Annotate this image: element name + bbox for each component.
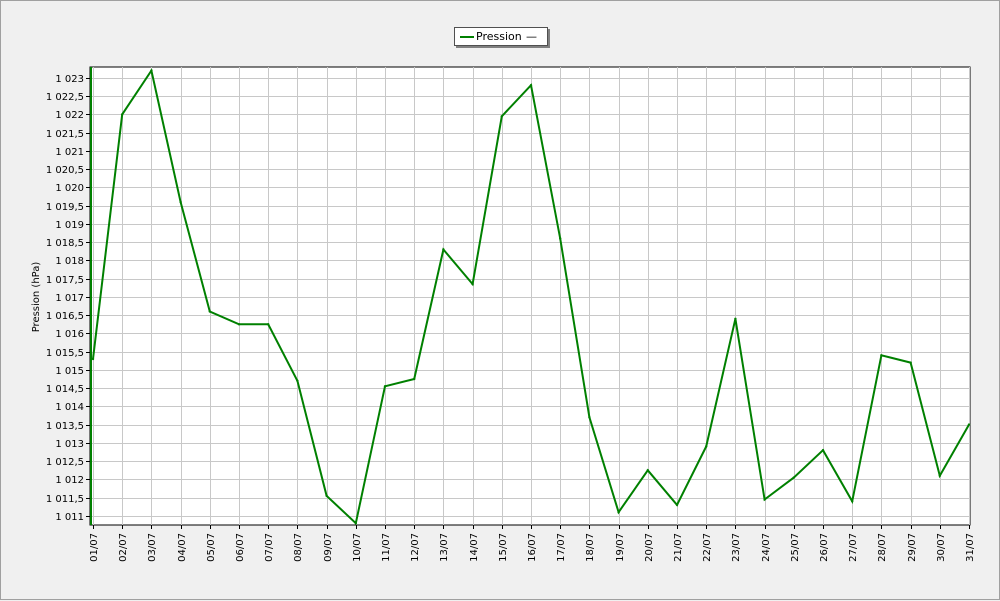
data-point [208, 310, 211, 313]
x-tick-label: 05/07 [206, 533, 217, 562]
x-tick-label: 10/07 [352, 533, 363, 562]
x-tick-label: 17/07 [556, 533, 567, 562]
y-tick-label: 1 012 [55, 475, 84, 486]
y-tick-label: 1 017,5 [46, 275, 84, 286]
data-point [909, 361, 912, 364]
data-point [471, 282, 474, 286]
data-point [967, 423, 971, 426]
data-point [792, 476, 795, 479]
x-tick-label: 29/07 [907, 533, 918, 562]
x-tick-label: 14/07 [469, 533, 480, 562]
y-tick-label: 1 016,5 [46, 311, 84, 322]
y-tick-label: 1 013,5 [46, 421, 84, 432]
x-tick-label: 30/07 [936, 533, 947, 562]
y-tick-label: 1 021,5 [46, 129, 84, 140]
x-tick-label: 04/07 [177, 533, 188, 562]
legend-label: Pression [476, 30, 522, 43]
data-point [734, 317, 737, 320]
y-tick-label: 1 019,5 [46, 202, 84, 213]
data-point [529, 84, 533, 87]
y-tick-label: 1 017 [55, 293, 84, 304]
x-tick-label: 09/07 [323, 533, 334, 562]
x-tick-label: 19/07 [615, 533, 626, 562]
y-tick-label: 1 011 [55, 512, 84, 523]
data-point [588, 416, 591, 419]
y-tick-label: 1 020 [55, 183, 84, 194]
x-tick-label: 11/07 [381, 533, 392, 562]
x-tick-label: 20/07 [644, 533, 655, 562]
x-tick-label: 22/07 [702, 533, 713, 562]
x-tick-label: 21/07 [673, 533, 684, 562]
y-tick-label: 1 015,5 [46, 348, 84, 359]
grid [90, 67, 970, 525]
y-tick-label: 1 021 [55, 147, 84, 158]
x-tick-label: 08/07 [293, 533, 304, 562]
x-tick-label: 12/07 [410, 533, 421, 562]
y-tick-label: 1 018,5 [46, 238, 84, 249]
data-point [646, 469, 649, 472]
x-tick-label: 27/07 [848, 533, 859, 562]
x-tick-label: 16/07 [527, 533, 538, 562]
data-point [150, 69, 153, 72]
x-tick-label: 15/07 [498, 533, 509, 562]
y-axis-label: Pression (hPa) [31, 262, 42, 333]
y-tick-label: 1 011,5 [46, 494, 84, 505]
x-tick-label: 03/07 [147, 533, 158, 562]
plot-area [89, 66, 971, 526]
data-point [237, 323, 241, 326]
x-tick-label: 13/07 [439, 533, 450, 562]
data-point [617, 511, 620, 514]
data-point [763, 498, 766, 501]
x-tick-label: 25/07 [790, 533, 801, 562]
y-tick-label: 1 015 [55, 366, 84, 377]
data-point [296, 379, 299, 382]
data-point [91, 357, 95, 361]
series-layer [91, 68, 971, 526]
x-axis: 01/07 02/07 03/07 04/07 05/07 06/07 07/07 08/07… [89, 525, 976, 562]
y-tick-label: 1 022 [55, 110, 84, 121]
data-point [500, 115, 503, 118]
data-point [938, 474, 941, 477]
x-tick-label: 01/07 [89, 533, 100, 562]
data-point [383, 385, 387, 388]
x-tick-label: 23/07 [731, 533, 742, 562]
data-point [880, 354, 883, 357]
data-point [121, 113, 124, 116]
y-tick-label: 1 018 [55, 256, 84, 267]
y-tick-label: 1 020,5 [46, 165, 84, 176]
data-point [559, 237, 562, 240]
x-tick-label: 28/07 [877, 533, 888, 562]
y-tick-label: 1 022,5 [46, 92, 84, 103]
data-point [354, 522, 357, 525]
y-tick-label: 1 023 [55, 74, 84, 85]
y-tick-label: 1 013 [55, 439, 84, 450]
data-point [413, 377, 416, 381]
data-point [705, 445, 708, 448]
data-point [851, 500, 854, 503]
x-tick-label: 26/07 [819, 533, 830, 562]
data-point [267, 323, 270, 326]
data-point [675, 503, 679, 507]
data-point [442, 248, 445, 251]
y-tick-label: 1 014 [55, 402, 84, 413]
y-tick-label: 1 019 [55, 220, 84, 231]
x-tick-label: 02/07 [118, 533, 129, 562]
y-tick-label: 1 012,5 [46, 457, 84, 468]
x-tick-label: 24/07 [761, 533, 772, 562]
data-point [325, 494, 328, 497]
legend-marker: — [526, 30, 537, 43]
y-tick-label: 1 014,5 [46, 384, 84, 395]
y-axis: 1 011 1 011,5 1 012 1 012,5 1 013 1 013,5 1 01… [46, 74, 90, 523]
x-tick-label: 31/07 [965, 533, 976, 562]
legend-swatch [460, 36, 474, 38]
x-tick-label: 06/07 [235, 533, 246, 562]
y-tick-label: 1 016 [55, 329, 84, 340]
legend: Pression — [454, 27, 548, 46]
data-point [179, 200, 182, 204]
x-tick-label: 18/07 [585, 533, 596, 562]
x-tick-label: 07/07 [264, 533, 275, 562]
data-point [821, 449, 825, 452]
